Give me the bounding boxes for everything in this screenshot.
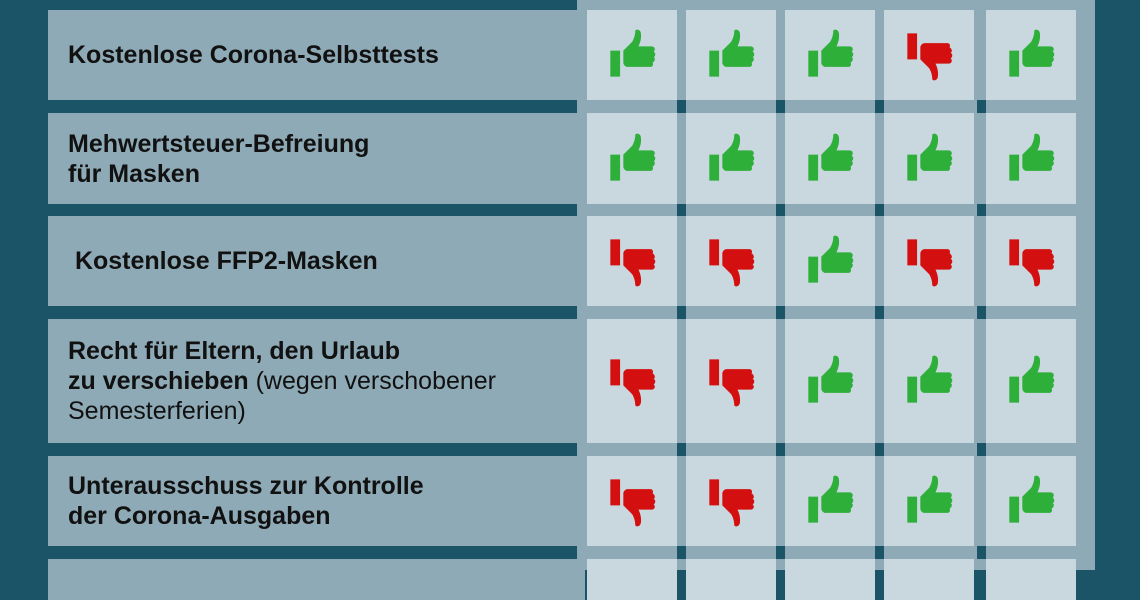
thumbs-up-icon (808, 355, 854, 403)
grid-intersection (875, 204, 884, 216)
grid-intersection (677, 443, 686, 456)
row-label: Recht für Eltern, den Urlaub zu verschie… (48, 319, 585, 443)
row-label-bold: Mehwertsteuer-Befreiung für Masken (68, 129, 370, 188)
thumbs-down-icon (907, 239, 953, 287)
vote-cell (785, 456, 875, 546)
table-row: Kostenlose FFP2-Masken (48, 216, 1095, 306)
grid-intersection (875, 100, 884, 113)
row-label: Kostenlose Corona-Selbsttests (48, 10, 585, 100)
table-row: Unterausschuss zur Kontrolle der Corona-… (48, 456, 1095, 546)
grid-intersection (677, 100, 686, 113)
row-label: Mehwertsteuer-Befreiung für Masken (48, 113, 585, 204)
vote-cell (884, 319, 974, 443)
thumbs-down-icon (1009, 239, 1055, 287)
table-row: Kostenlose Corona-Selbsttests (48, 10, 1095, 100)
thumbs-down-icon (610, 239, 656, 287)
vote-cell (884, 216, 974, 306)
vote-cell (986, 216, 1076, 306)
grid-intersection (776, 443, 785, 456)
vote-cell (785, 559, 875, 600)
vote-cell (587, 319, 677, 443)
row-label: Unterausschuss zur Kontrolle der Corona-… (48, 456, 585, 546)
row-label-note: (wegen verschobener Semesterferien) (68, 367, 497, 425)
vote-cell (785, 216, 875, 306)
grid-intersection (977, 204, 986, 216)
thumbs-up-icon (709, 133, 755, 181)
vote-cell (785, 319, 875, 443)
vote-cell (587, 113, 677, 204)
thumbs-up-icon (907, 355, 953, 403)
thumbs-down-icon (610, 359, 656, 407)
grid-intersection (677, 306, 686, 319)
vote-cell (986, 113, 1076, 204)
thumbs-up-icon (1009, 29, 1055, 77)
vote-cell (785, 113, 875, 204)
vote-cell (686, 10, 776, 100)
grid-intersection (977, 306, 986, 319)
row-label-bold: Unterausschuss zur Kontrolle der Corona-… (68, 472, 424, 530)
vote-cell (587, 456, 677, 546)
table-row (48, 559, 1095, 600)
vote-cell (884, 113, 974, 204)
thumbs-up-icon (808, 475, 854, 523)
vote-cell (686, 113, 776, 204)
vote-cell (884, 559, 974, 600)
grid-intersection (977, 546, 986, 559)
vote-cell (686, 456, 776, 546)
table-row: Recht für Eltern, den Urlaub zu verschie… (48, 319, 1095, 443)
thumbs-up-icon (907, 475, 953, 523)
thumbs-up-icon (907, 133, 953, 181)
grid-intersection (875, 306, 884, 319)
thumbs-down-icon (709, 479, 755, 527)
grid-intersection (977, 443, 986, 456)
row-label-bold: Kostenlose Corona-Selbsttests (68, 41, 439, 69)
vote-cell (686, 559, 776, 600)
thumbs-up-icon (808, 29, 854, 77)
vote-cell (686, 216, 776, 306)
vote-cell (986, 456, 1076, 546)
grid-intersection (776, 306, 785, 319)
table-row: Mehwertsteuer-Befreiung für Masken (48, 113, 1095, 204)
vote-cell (884, 456, 974, 546)
grid-intersection (677, 204, 686, 216)
thumbs-down-icon (907, 33, 953, 81)
vote-cell (986, 319, 1076, 443)
grid-intersection (776, 204, 785, 216)
row-label: Kostenlose FFP2-Masken (48, 216, 585, 306)
grid-intersection (875, 546, 884, 559)
row-label-bold: Kostenlose FFP2-Masken (68, 247, 378, 275)
thumbs-up-icon (1009, 475, 1055, 523)
thumbs-up-icon (808, 133, 854, 181)
thumbs-down-icon (709, 359, 755, 407)
thumbs-up-icon (610, 29, 656, 77)
row-label-bold: Recht für Eltern, den Urlaub zu verschie… (68, 337, 400, 395)
vote-cell (986, 559, 1076, 600)
thumbs-up-icon (709, 29, 755, 77)
thumbs-down-icon (610, 479, 656, 527)
grid-intersection (875, 443, 884, 456)
grid-intersection (677, 546, 686, 559)
grid-intersection (776, 100, 785, 113)
thumbs-up-icon (610, 133, 656, 181)
thumbs-up-icon (808, 235, 854, 283)
thumbs-up-icon (1009, 355, 1055, 403)
vote-cell (785, 10, 875, 100)
vote-cell (884, 10, 974, 100)
thumbs-down-icon (709, 239, 755, 287)
vote-cell (587, 216, 677, 306)
vote-cell (686, 319, 776, 443)
vote-cell (587, 10, 677, 100)
row-label (48, 559, 585, 600)
grid-intersection (776, 546, 785, 559)
vote-cell (986, 10, 1076, 100)
vote-cell (587, 559, 677, 600)
thumbs-up-icon (1009, 133, 1055, 181)
grid-intersection (977, 100, 986, 113)
